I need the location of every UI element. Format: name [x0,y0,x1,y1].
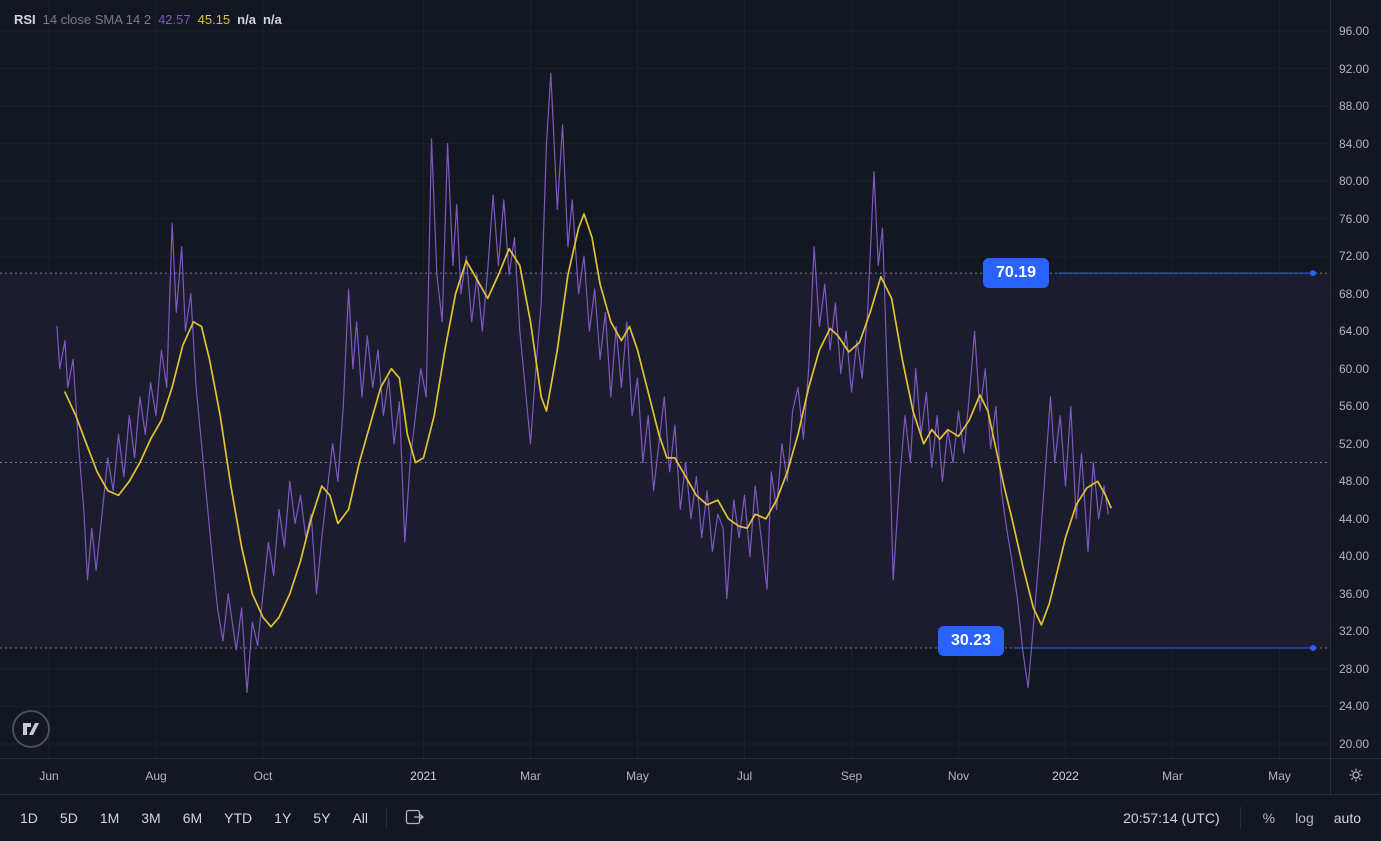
time-axis-label: May [626,769,649,783]
log-scale-button[interactable]: log [1287,805,1322,831]
range-button-1y[interactable]: 1Y [266,805,299,831]
toolbar-divider [1239,807,1241,829]
price-axis-label: 88.00 [1339,99,1370,114]
percent-scale-button[interactable]: % [1255,805,1283,831]
time-axis-label: Jul [736,769,753,783]
price-axis-label: 56.00 [1339,399,1370,414]
go-to-date-button[interactable] [397,803,433,834]
indicator-title[interactable]: RSI [14,12,36,27]
range-button-1d[interactable]: 1D [12,805,46,831]
clock[interactable]: 20:57:14 (UTC) [1123,810,1220,826]
range-button-6m[interactable]: 6M [175,805,210,831]
price-axis-label: 68.00 [1339,286,1370,301]
alert-line-handle[interactable] [1310,270,1316,277]
time-axis-label: Oct [253,769,273,783]
price-axis-label: 60.00 [1339,361,1370,376]
price-axis-label: 20.00 [1339,737,1370,751]
lower-band-price-label[interactable]: 30.23 [937,626,1005,657]
price-axis-label: 32.00 [1339,624,1370,639]
tradingview-logo-icon [23,723,39,735]
time-axis-label: 2022 [1052,769,1079,783]
price-axis-label: 44.00 [1339,511,1370,526]
indicator-params: 14 close SMA 14 2 [42,12,152,27]
bottom-toolbar: 1D 5D 1M 3M 6M YTD 1Y 5Y All 20:57:14 (UTC) % lo… [0,794,1381,841]
sma-line [64,213,1112,628]
price-axis-label: 76.00 [1339,211,1370,226]
gear-icon [1349,768,1363,782]
upper-band-value: n/a [237,12,256,27]
price-axis-label: 52.00 [1339,436,1370,451]
time-axis-label: Jun [39,769,59,783]
price-axis-label: 28.00 [1339,661,1370,676]
price-axis-label: 36.00 [1339,586,1370,601]
indicator-pane[interactable]: RSI 14 close SMA 14 2 42.57 45.15 n/a n/… [0,0,1330,758]
price-axis-label: 84.00 [1339,136,1370,151]
lower-band-value: n/a [262,12,282,27]
rsi-chart[interactable] [0,0,1330,758]
range-button-all[interactable]: All [344,805,376,831]
tradingview-logo[interactable] [12,710,50,748]
price-axis-label: 72.00 [1339,249,1370,264]
price-axis-label: 48.00 [1339,474,1370,489]
time-axis-label: Sep [840,769,863,783]
go-to-date-icon [405,809,424,824]
time-axis-label: Nov [947,769,970,783]
auto-scale-button[interactable]: auto [1326,805,1369,831]
toolbar-divider [385,807,387,829]
axis-corner [1330,758,1381,794]
range-button-5y[interactable]: 5Y [305,805,338,831]
time-axis[interactable]: Jun Aug Oct 2021 Mar May Jul Sep Nov 2022 Mar May [0,758,1330,794]
upper-band-price-label[interactable]: 70.19 [982,258,1050,289]
price-axis[interactable]: 96.00 92.00 88.00 84.00 80.00 76.00 72.00 68.00… [1330,0,1381,758]
toolbar-right-group: 20:57:14 (UTC) % log auto [1117,805,1369,831]
time-axis-label: 2021 [410,769,437,783]
price-axis-label: 24.00 [1339,699,1370,714]
range-selector: 1D 5D 1M 3M 6M YTD 1Y 5Y All [12,805,376,831]
time-axis-label: May [1268,769,1291,783]
range-button-3m[interactable]: 3M [133,805,168,831]
range-button-5d[interactable]: 5D [52,805,86,831]
price-axis-label: 96.00 [1339,24,1370,38]
pane-settings-button[interactable] [1346,765,1366,788]
range-button-ytd[interactable]: YTD [216,805,260,831]
rsi-line [56,72,1109,694]
time-axis-label: Mar [520,769,541,783]
price-axis-label: 80.00 [1339,174,1370,189]
rsi-value: 42.57 [158,12,191,27]
time-axis-label: Aug [145,769,167,783]
range-button-1m[interactable]: 1M [92,805,127,831]
alert-line-handle[interactable] [1310,645,1316,652]
price-axis-label: 40.00 [1339,549,1370,564]
rsi-band-fill [0,273,1330,649]
indicator-legend[interactable]: RSI 14 close SMA 14 2 42.57 45.15 n/a n/… [14,12,282,27]
time-axis-label: Mar [1162,769,1183,783]
price-axis-label: 92.00 [1339,61,1370,76]
sma-value: 45.15 [197,12,231,27]
price-axis-label: 64.00 [1339,324,1370,339]
